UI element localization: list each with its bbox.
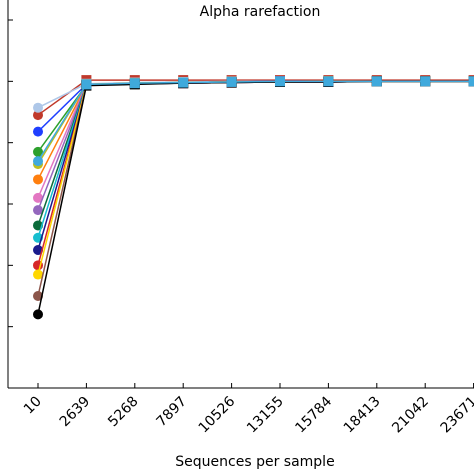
point (33, 156, 43, 167)
x-tick-label: 15784 (292, 393, 335, 436)
point (371, 76, 382, 87)
series-line (37, 80, 474, 315)
series-line (37, 80, 474, 165)
series-line (37, 80, 474, 180)
x-tick-label: 2639 (57, 394, 94, 431)
series-line (37, 80, 474, 266)
series-line (37, 80, 474, 238)
x-tick-label: 13155 (244, 394, 287, 437)
series-line (37, 80, 474, 251)
point (33, 102, 43, 113)
series-line (37, 80, 474, 153)
point (33, 126, 43, 137)
x-tick-label: 10526 (196, 393, 239, 436)
point (275, 76, 285, 87)
point (33, 174, 43, 185)
point (33, 309, 43, 320)
chart-title: Alpha rarefaction (200, 4, 321, 20)
series-line (37, 80, 474, 199)
point (226, 76, 237, 87)
series-line (37, 79, 474, 116)
point (178, 77, 189, 88)
x-axis-label: Sequences per sample (175, 454, 334, 470)
point (468, 76, 474, 87)
point (33, 110, 43, 121)
series-line (37, 80, 474, 226)
point (33, 269, 43, 280)
point (33, 205, 43, 216)
point (33, 192, 43, 203)
point (323, 76, 334, 87)
x-tick-label: 10 (21, 394, 45, 418)
x-tick-label: 18413 (341, 394, 384, 437)
series-line (37, 80, 474, 211)
x-tick-label: 7897 (154, 394, 191, 431)
series-line (37, 80, 474, 275)
series-line (37, 80, 474, 133)
series-line (37, 80, 474, 297)
point (33, 291, 43, 301)
point (420, 76, 431, 87)
point (33, 146, 43, 157)
x-tick-label: 23671 (438, 394, 474, 437)
series-line (37, 80, 474, 162)
point (33, 245, 43, 255)
x-tick-label: 21042 (389, 394, 432, 437)
point (129, 78, 140, 89)
x-tick-label: 5268 (105, 394, 142, 431)
point (81, 79, 92, 90)
